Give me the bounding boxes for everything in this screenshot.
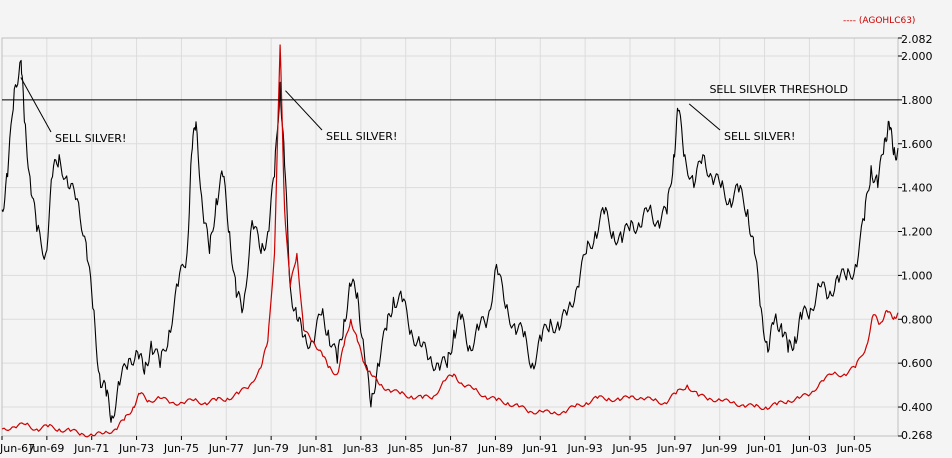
series-layer [1,44,899,438]
plot-border [1,37,899,437]
y-tick-label: 2.082 [901,33,933,46]
x-tick-label: Jun-69 [28,442,64,455]
annotation-leader [688,103,721,131]
x-tick-label: Jun-95 [611,442,647,455]
y-tick-label: 0.268 [901,429,933,442]
threshold-label: SELL SILVER THRESHOLD [709,83,848,96]
x-tick-label: Jun-93 [567,442,603,455]
threshold-layer: SELL SILVER THRESHOLD [2,83,898,101]
x-tick-label: Jun-87 [432,442,468,455]
x-tick-label: Jun-71 [73,442,109,455]
series-line-agohlc63 [1,44,899,438]
x-tick-label: Jun-97 [656,442,692,455]
y-tick-label: 2.000 [901,50,933,63]
x-tick-label: Jun-01 [746,442,782,455]
y-tick-label: 0.800 [901,313,933,326]
annotation-label: SELL SILVER! [326,130,397,143]
x-tick-label: Jun-81 [297,442,333,455]
y-tick-label: 0.400 [901,401,933,414]
annotation-leader [285,90,323,131]
x-tick-label: Jun-83 [342,442,378,455]
annotation-label: SELL SILVER! [724,130,795,143]
x-tick-label: Jun-79 [253,442,289,455]
series-line-black [1,59,899,423]
x-tick-label: Jun-85 [387,442,423,455]
x-tick-label: Jun-99 [701,442,737,455]
x-tick-label: Jun-89 [477,442,513,455]
legend-label: ---- (AGOHLC63) [843,16,915,26]
x-tick-label: Jun-67 [0,442,35,455]
x-tick-label: Jun-77 [208,442,244,455]
annotation-label: SELL SILVER! [55,132,126,145]
y-axis: 2.082 2.000 1.800 1.600 1.400 1.200 1.000 0.800… [898,33,933,442]
annotation-leader [20,77,52,133]
y-tick-label: 1.000 [901,269,933,282]
y-tick-label: 1.200 [901,226,933,239]
y-tick-label: 0.600 [901,357,933,370]
y-tick-label: 1.800 [901,94,933,107]
x-tick-label: Jun-91 [522,442,558,455]
y-tick-label: 1.400 [901,182,933,195]
y-tick-label: 1.600 [901,138,933,151]
x-tick-label: Jun-05 [836,442,872,455]
x-tick-label: Jun-73 [118,442,154,455]
annotation-layer: SELL SILVER! SELL SILVER! SELL SILVER! [20,77,795,145]
x-tick-label: Jun-75 [163,442,199,455]
x-tick-label: Jun-03 [791,442,827,455]
